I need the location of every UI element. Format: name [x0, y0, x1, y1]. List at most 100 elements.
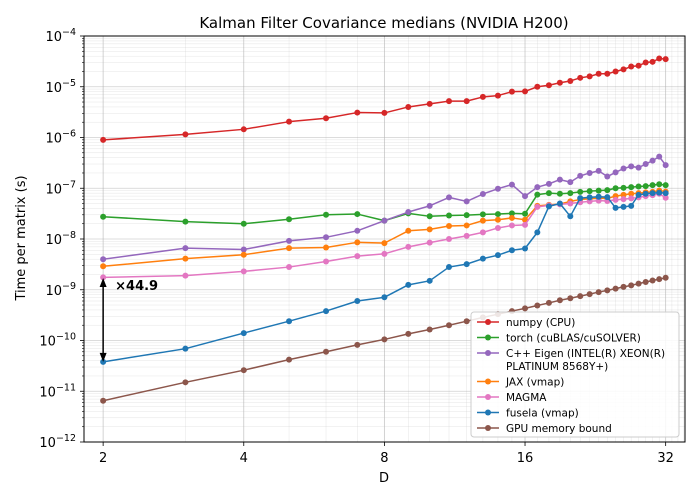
data-point [522, 305, 529, 312]
data-point [323, 115, 330, 122]
data-point [604, 173, 611, 180]
data-point [522, 221, 529, 228]
data-point [100, 256, 107, 263]
data-point [494, 252, 501, 259]
data-point [604, 287, 611, 294]
data-point [662, 190, 669, 197]
data-point [612, 68, 619, 75]
legend-swatch-marker [485, 350, 491, 356]
data-point [240, 268, 247, 275]
y-tick-label: 10−8 [45, 230, 76, 248]
data-point [612, 285, 619, 292]
data-point [508, 222, 515, 229]
data-point [240, 330, 247, 337]
data-point [612, 169, 619, 176]
legend-swatch-marker [485, 334, 491, 341]
data-point [656, 153, 663, 160]
data-point [577, 74, 584, 81]
data-point [545, 299, 552, 306]
data-point [405, 227, 412, 234]
data-point [567, 295, 574, 302]
legend-label: torch (cuBLAS/cuSOLVER) [506, 333, 641, 345]
data-point [446, 223, 453, 230]
data-point [286, 356, 293, 363]
data-point [354, 239, 361, 246]
data-point [463, 198, 470, 205]
data-point [595, 289, 602, 296]
data-point [381, 250, 388, 257]
annotation-label: ×44.9 [115, 279, 158, 294]
data-point [656, 189, 663, 196]
legend-label: GPU memory bound [506, 423, 612, 435]
data-point [479, 211, 486, 218]
data-point [556, 176, 563, 183]
data-point [463, 232, 470, 239]
data-point [620, 203, 627, 210]
data-point [620, 184, 627, 191]
legend-swatch-marker [485, 319, 491, 325]
annotation-arrowhead-bottom [99, 352, 107, 362]
data-point [620, 165, 627, 172]
data-point [586, 169, 593, 176]
data-point [534, 229, 541, 236]
data-point [522, 245, 529, 252]
data-point [545, 82, 552, 89]
y-axis-label: Time per matrix (s) [14, 175, 29, 301]
data-point [182, 255, 189, 262]
data-point [635, 191, 642, 198]
data-point [323, 258, 330, 265]
data-point [577, 195, 584, 202]
data-point [354, 341, 361, 348]
legend-label: JAX (vmap) [505, 377, 564, 389]
data-point [522, 193, 529, 200]
data-point [463, 261, 470, 268]
data-point [577, 188, 584, 195]
data-point [446, 264, 453, 271]
data-point [494, 185, 501, 192]
data-point [522, 210, 529, 217]
data-point [286, 245, 293, 252]
series-4 [100, 190, 669, 281]
data-point [595, 187, 602, 194]
data-point [479, 255, 486, 262]
data-point [286, 264, 293, 271]
data-point [534, 184, 541, 191]
data-point [381, 217, 388, 224]
data-point [649, 157, 656, 164]
y-tick-label: 10−7 [45, 179, 76, 197]
y-tick-label: 10−9 [45, 281, 76, 299]
data-point [567, 179, 574, 186]
data-point [426, 226, 433, 233]
legend-entry-1: torch (cuBLAS/cuSOLVER) [477, 333, 641, 345]
data-point [182, 245, 189, 252]
data-point [323, 211, 330, 218]
data-point [662, 194, 669, 201]
data-point [534, 302, 541, 309]
data-point [586, 291, 593, 298]
data-point [577, 293, 584, 300]
series-2 [100, 153, 669, 263]
data-point [620, 283, 627, 290]
data-point [286, 237, 293, 244]
data-point [567, 213, 574, 220]
legend-entry-3: JAX (vmap) [477, 377, 564, 389]
x-tick-label: 32 [657, 451, 674, 466]
data-point [586, 188, 593, 195]
data-point [100, 213, 107, 220]
data-point [426, 100, 433, 107]
data-point [620, 196, 627, 203]
y-tick-label: 10−11 [39, 382, 76, 400]
data-point [635, 164, 642, 171]
data-point [649, 277, 656, 284]
data-point [240, 126, 247, 133]
data-point [323, 308, 330, 315]
legend-label: numpy (CPU) [506, 317, 575, 329]
data-point [522, 88, 529, 95]
data-point [628, 63, 635, 70]
data-point [628, 202, 635, 209]
data-point [556, 297, 563, 304]
data-point [642, 161, 649, 168]
data-point [240, 367, 247, 374]
data-point [182, 272, 189, 279]
